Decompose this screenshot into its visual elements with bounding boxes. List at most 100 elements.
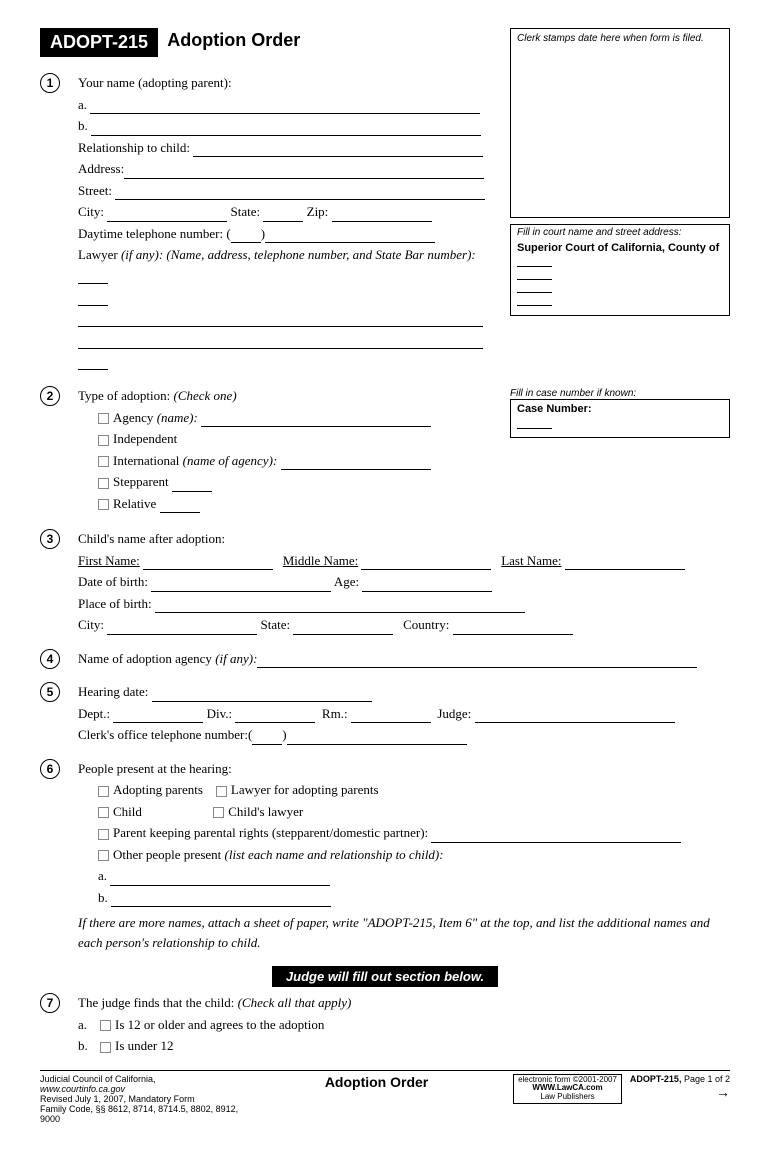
s6-cb-parent-rights[interactable] xyxy=(98,829,109,840)
s2-step-line[interactable] xyxy=(172,480,212,492)
f-ef1: electronic form ©2001-2007 xyxy=(518,1076,617,1085)
s1-zip-line[interactable] xyxy=(332,210,432,222)
s5-date-line[interactable] xyxy=(152,690,372,702)
s6-cb-parents[interactable] xyxy=(98,786,109,797)
s1-a-line[interactable] xyxy=(90,102,480,114)
s6-cb-lawyer-parents[interactable] xyxy=(216,786,227,797)
s2-o2: Independent xyxy=(113,431,177,446)
court-line-3[interactable] xyxy=(517,283,552,293)
s1-addr-line[interactable] xyxy=(124,167,484,179)
s1-lawyer-l4[interactable] xyxy=(78,337,483,349)
s3-pob: Place of birth: xyxy=(78,596,152,611)
s5-clerk-num[interactable] xyxy=(287,733,467,745)
s1-rel: Relationship to child: xyxy=(78,140,190,155)
s4-line[interactable] xyxy=(257,656,697,668)
s3-ln: Last Name: xyxy=(501,553,561,568)
court-line-1[interactable] xyxy=(517,257,552,267)
s3-ln-line[interactable] xyxy=(565,558,685,570)
s3-dob-line[interactable] xyxy=(151,580,331,592)
s7-title-it: (Check all that apply) xyxy=(238,995,352,1010)
s2-cb-stepparent[interactable] xyxy=(98,478,109,489)
section-number-6: 6 xyxy=(40,759,60,779)
s6-b-line[interactable] xyxy=(111,895,331,907)
court-hdr: Fill in court name and street address: xyxy=(511,225,729,240)
f-l1b: www.courtinfo.ca.gov xyxy=(40,1084,125,1094)
s5-dept-line[interactable] xyxy=(113,711,203,723)
court-line-2[interactable] xyxy=(517,270,552,280)
s1-a: a. xyxy=(78,97,87,112)
s3-state-line[interactable] xyxy=(293,623,393,635)
s3-dob: Date of birth: xyxy=(78,574,148,589)
s2-o5: Relative xyxy=(113,496,156,511)
s2-agency-line[interactable] xyxy=(201,415,431,427)
s6-pr-line[interactable] xyxy=(431,831,681,843)
s2-cb-independent[interactable] xyxy=(98,435,109,446)
footer: Judicial Council of California, www.cour… xyxy=(40,1070,730,1124)
s6-cb-other[interactable] xyxy=(98,850,109,861)
s3-country-line[interactable] xyxy=(453,623,573,635)
s1-lawyer-l1[interactable] xyxy=(78,272,108,284)
s2-rel-line[interactable] xyxy=(160,501,200,513)
s5-dept: Dept.: xyxy=(78,706,110,721)
s3-country: Country: xyxy=(403,617,449,632)
s5-div-line[interactable] xyxy=(235,711,315,723)
s6-cb-child[interactable] xyxy=(98,807,109,818)
s6-cb-child-lawyer[interactable] xyxy=(213,807,224,818)
f-r1: ADOPT-215, xyxy=(630,1074,684,1084)
s3-city: City: xyxy=(78,617,104,632)
f-l3: Family Code, §§ 8612, 8714, 8714.5, 8802… xyxy=(40,1104,240,1124)
s2-cb-relative[interactable] xyxy=(98,499,109,510)
s5-div: Div.: xyxy=(207,706,233,721)
case-line[interactable] xyxy=(517,419,552,429)
f-l1: Judicial Council of California, xyxy=(40,1074,156,1084)
s1-lawyer-l5[interactable] xyxy=(78,358,108,370)
s6-o2: Lawyer for adopting parents xyxy=(231,782,379,797)
s3-mn-line[interactable] xyxy=(361,558,491,570)
s2-o4: Stepparent xyxy=(113,474,169,489)
s1-rel-line[interactable] xyxy=(193,145,483,157)
s2-cb-international[interactable] xyxy=(98,456,109,467)
s3-fn: First Name: xyxy=(78,553,140,568)
s1-city-line[interactable] xyxy=(107,210,227,222)
clerk-stamp-box: Clerk stamps date here when form is file… xyxy=(510,28,730,218)
s7-title: The judge finds that the child: xyxy=(78,995,238,1010)
s6-a-line[interactable] xyxy=(110,874,330,886)
s1-phone-num[interactable] xyxy=(265,231,435,243)
s2-intl-line[interactable] xyxy=(281,458,431,470)
s3-pob-line[interactable] xyxy=(155,601,525,613)
s1-lawyer-l2[interactable] xyxy=(78,294,108,306)
f-l2: Revised July 1, 2007, Mandatory Form xyxy=(40,1094,240,1104)
s7-a-txt: Is 12 or older and agrees to the adoptio… xyxy=(115,1017,324,1032)
court-title: Superior Court of California, County of xyxy=(517,242,723,254)
s1-state-line[interactable] xyxy=(263,210,303,222)
f-ef3: Law Publishers xyxy=(518,1093,617,1102)
s1-phone-area[interactable] xyxy=(231,231,261,243)
s1-street-line[interactable] xyxy=(115,188,485,200)
s7-cb-b[interactable] xyxy=(100,1042,111,1053)
s3-age-line[interactable] xyxy=(362,580,492,592)
s5-clerk: Clerk's office telephone number:( xyxy=(78,727,252,742)
s5-clerk-area[interactable] xyxy=(252,733,282,745)
s3-mn: Middle Name: xyxy=(283,553,358,568)
s4-title: Name of adoption agency xyxy=(78,651,215,666)
s5-rm-line[interactable] xyxy=(351,711,431,723)
case-box: Case Number: xyxy=(510,399,730,438)
s2-cb-agency[interactable] xyxy=(98,413,109,424)
s7-b: b. xyxy=(78,1036,100,1056)
s3-city-line[interactable] xyxy=(107,623,257,635)
s5-judge-line[interactable] xyxy=(475,711,675,723)
s7-cb-a[interactable] xyxy=(100,1020,111,1031)
s6-b: b. xyxy=(98,890,108,905)
s6-o6b: (list each name and relationship to chil… xyxy=(225,847,444,862)
s1-lawyer-l3[interactable] xyxy=(78,315,483,327)
court-line-4[interactable] xyxy=(517,296,552,306)
f-center: Adoption Order xyxy=(240,1074,513,1090)
efile-box: electronic form ©2001-2007 WWW.LawCA.com… xyxy=(513,1074,622,1104)
s6-o1: Adopting parents xyxy=(113,782,203,797)
s3-fn-line[interactable] xyxy=(143,558,273,570)
s2-o3b: (name of agency): xyxy=(183,453,278,468)
s1-state: State: xyxy=(231,204,261,219)
s1-b-line[interactable] xyxy=(91,124,481,136)
s5-rm: Rm.: xyxy=(322,706,348,721)
section-number-3: 3 xyxy=(40,529,60,549)
